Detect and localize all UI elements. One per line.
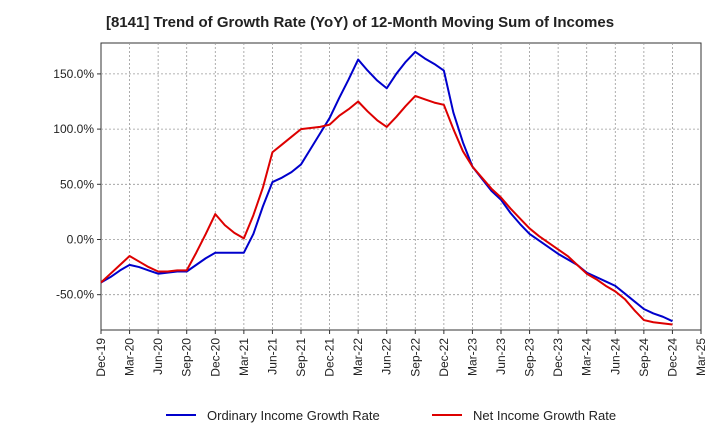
y-tick-label: 150.0% — [53, 67, 94, 81]
chart-title: [8141] Trend of Growth Rate (YoY) of 12-… — [106, 14, 614, 31]
x-tick-label: Dec-24 — [665, 338, 679, 377]
grid-lines — [101, 43, 701, 330]
x-tick-label: Mar-25 — [694, 338, 708, 376]
x-tick-label: Mar-23 — [465, 338, 479, 376]
series-lines — [100, 50, 673, 326]
legend-label: Net Income Growth Rate — [473, 408, 616, 423]
legend: Ordinary Income Growth Rate Net Income Gr… — [166, 408, 616, 423]
legend-label: Ordinary Income Growth Rate — [207, 408, 380, 423]
x-tick-label: Mar-21 — [237, 338, 251, 376]
x-tick-label: Dec-21 — [323, 338, 337, 377]
x-tick-label: Sep-23 — [523, 338, 537, 377]
axis-labels: Dec-19 Mar-20 Jun-20 Sep-20 Dec-20 Mar-21 Jun-… — [53, 67, 708, 377]
x-tick-label: Sep-20 — [180, 338, 194, 377]
x-tick-label: Mar-20 — [123, 338, 137, 376]
x-tick-label: Sep-21 — [294, 338, 308, 377]
y-tick-label: -50.0% — [56, 288, 94, 302]
x-tick-label: Jun-22 — [380, 338, 394, 375]
y-tick-label: 100.0% — [53, 122, 94, 136]
x-tick-label: Jun-23 — [494, 338, 508, 375]
x-tick-label: Dec-19 — [94, 338, 108, 377]
x-tick-label: Mar-24 — [580, 338, 594, 376]
x-tick-label: Mar-22 — [351, 338, 365, 376]
x-tick-label: Dec-20 — [208, 338, 222, 377]
x-tick-label: Jun-20 — [151, 338, 165, 375]
plot-area — [100, 42, 702, 331]
x-tick-label: Sep-24 — [637, 338, 651, 377]
x-tick-label: Dec-23 — [551, 338, 565, 377]
y-tick-label: 50.0% — [60, 177, 94, 191]
x-tick-label: Jun-21 — [265, 338, 279, 375]
x-tick-label: Dec-22 — [437, 338, 451, 377]
x-tick-label: Sep-22 — [408, 338, 422, 377]
x-tick-label: Jun-24 — [608, 338, 622, 375]
y-tick-label: 0.0% — [67, 232, 95, 246]
series-line-net-income — [100, 94, 673, 326]
